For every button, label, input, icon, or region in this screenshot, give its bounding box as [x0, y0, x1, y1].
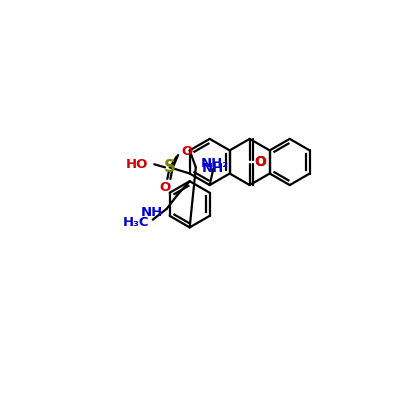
Text: O: O [254, 155, 266, 169]
Text: NH: NH [202, 162, 224, 175]
Text: HO: HO [126, 158, 148, 171]
Text: O: O [254, 155, 266, 169]
Text: NH: NH [141, 206, 164, 218]
Text: NH₂: NH₂ [201, 157, 229, 170]
Text: O: O [181, 145, 192, 158]
Text: S: S [164, 158, 176, 176]
Text: H₃C: H₃C [123, 216, 150, 229]
Text: O: O [160, 181, 171, 194]
